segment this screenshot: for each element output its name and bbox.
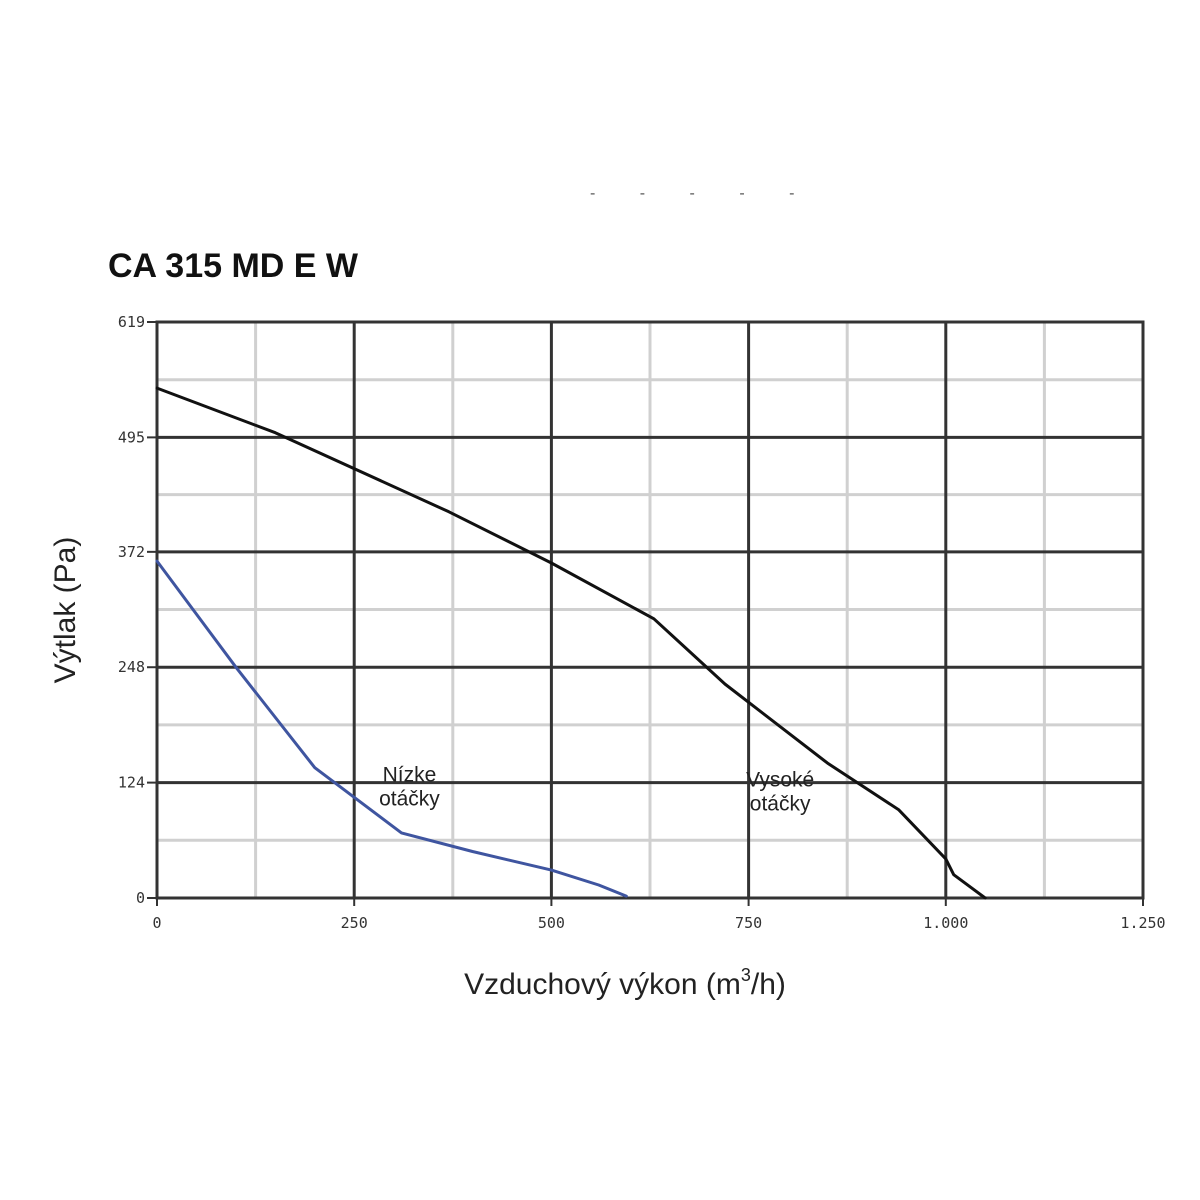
y-axis-ticks: 0 124 248 372 495 619 (118, 313, 157, 907)
y-axis-label: Výtlak (Pa) (49, 537, 82, 684)
x-axis-label-sup: 3 (741, 965, 751, 985)
annotation-layer: Nízke otáčky Vysoké otáčky (379, 764, 814, 816)
x-axis-label-end: /h) (751, 968, 786, 1001)
x-tick-label: 1.250 (1120, 914, 1165, 932)
y-tick-label: 248 (118, 658, 145, 676)
x-tick-label: 1.000 (923, 914, 968, 932)
y-tick-label: 619 (118, 313, 145, 331)
chart-title: CA 315 MD E W (108, 247, 359, 285)
x-tick-label: 500 (538, 914, 565, 932)
y-tick-label: 124 (118, 774, 145, 792)
grid-minor (157, 322, 1143, 898)
grid-major (157, 322, 1143, 898)
y-tick-label: 372 (118, 543, 145, 561)
series-annotation-1: Vysoké otáčky (746, 768, 814, 815)
series-annotation-0: Nízke otáčky (379, 764, 440, 811)
y-tick-label: 0 (136, 889, 145, 907)
top-marks: - - - - - (590, 185, 814, 202)
y-tick-label: 495 (118, 428, 145, 446)
x-tick-label: 0 (152, 914, 161, 932)
series-layer (155, 386, 987, 900)
series-line-0 (155, 559, 628, 898)
x-axis-label: Vzduchový výkon (m3/h) (464, 965, 786, 1001)
x-axis-label-main: Vzduchový výkon (m (464, 968, 741, 1001)
plot-frame (155, 320, 1145, 900)
x-axis-ticks: 0 250 500 750 1.000 1.250 (152, 898, 1166, 932)
series-line-1 (155, 386, 987, 900)
x-tick-label: 750 (735, 914, 762, 932)
x-tick-label: 250 (341, 914, 368, 932)
